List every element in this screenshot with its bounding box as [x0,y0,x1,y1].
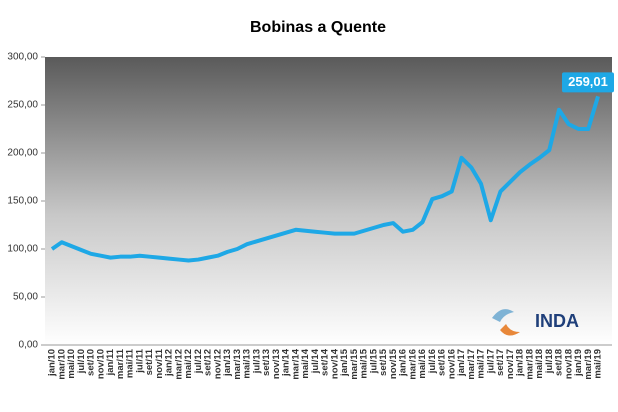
x-tick-label: nov/17 [505,349,516,379]
y-tick-label: 100,00 [7,244,38,255]
x-tick-label: jan/15 [339,348,350,377]
x-tick-label: mar/13 [232,349,243,380]
x-tick-label: jul/18 [544,349,555,374]
x-tick-label: nov/15 [388,348,399,379]
x-tick-label: set/18 [554,349,565,376]
x-tick-label: set/10 [86,349,97,376]
x-tick-label: set/11 [144,348,155,375]
x-tick-label: mai/17 [476,349,487,379]
x-tick-label: jan/11 [105,348,116,376]
x-tick-label: nov/10 [95,349,106,379]
y-tick-label: 150,00 [7,196,38,207]
x-tick-label: set/14 [320,348,331,376]
x-tick-label: jan/13 [222,349,233,377]
x-tick-label: mar/14 [290,348,301,379]
x-tick-label: set/13 [261,349,272,376]
x-tick-label: jul/13 [251,349,262,374]
plot-area [45,57,612,345]
x-tick-label: jan/10 [47,349,58,377]
value-label: 259,01 [568,74,608,89]
x-tick-label: mai/10 [66,349,77,379]
x-tick-label: mar/17 [466,349,477,380]
line [50,95,600,263]
x-tick-label: nov/14 [329,348,340,379]
x-tick-label: jul/14 [310,348,321,374]
x-tick-label: mar/12 [173,349,184,380]
x-tick-label: nov/18 [563,349,574,379]
x-tick-label: set/16 [437,349,448,376]
x-tick-label: mai/11 [125,348,136,378]
x-tick-label: jan/16 [398,349,409,377]
x-tick-label: nov/13 [271,349,282,379]
x-tick-label: jan/17 [456,349,467,377]
y-tick-label: 250,00 [7,100,38,111]
x-tick-label: mai/14 [300,348,311,378]
x-tick-label: mai/18 [534,349,545,379]
x-tick-label: nov/12 [212,349,223,379]
x-tick-label: mai/13 [242,349,253,379]
logo: INDA [492,309,579,336]
x-tick-label: jul/10 [76,349,87,374]
x-tick-label: set/12 [203,349,214,376]
x-tick-label: jan/18 [515,349,526,377]
logo-text: INDA [535,311,579,331]
x-tick-label: mar/18 [524,349,535,380]
x-tick-label: jan/12 [164,349,175,377]
x-tick-label: mar/15 [349,348,360,379]
x-tick-label: mar/11 [115,348,126,379]
x-tick-label: mai/19 [593,349,604,379]
y-tick-label: 0,00 [19,340,39,351]
x-tick-label: jul/11 [134,348,145,373]
x-tick-label: jul/12 [193,349,204,374]
x-tick-label: mar/16 [407,349,418,380]
value-label-box [562,72,614,93]
x-tick-label: jul/17 [485,349,496,374]
x-tick-label: jul/16 [427,349,438,374]
y-tick-label: 200,00 [7,148,38,159]
chart-title: Bobinas a Quente [250,19,386,36]
x-tick-label: jan/14 [281,348,292,377]
x-tick-label: mai/16 [417,349,428,379]
y-tick-label: 50,00 [13,292,38,303]
x-tick-label: nov/16 [446,349,457,379]
x-tick-label: mai/12 [183,349,194,379]
x-tick-label: nov/11 [154,348,165,378]
x-tick-label: set/15 [378,348,389,376]
x-tick-label: mar/19 [583,349,594,380]
x-tick-label: mai/15 [359,348,370,378]
x-tick-label: jul/15 [368,348,379,374]
x-tick-label: mar/10 [56,349,67,380]
x-tick-label: set/17 [495,349,506,376]
x-tick-label: jan/19 [573,349,584,377]
y-tick-label: 300,00 [7,52,38,63]
